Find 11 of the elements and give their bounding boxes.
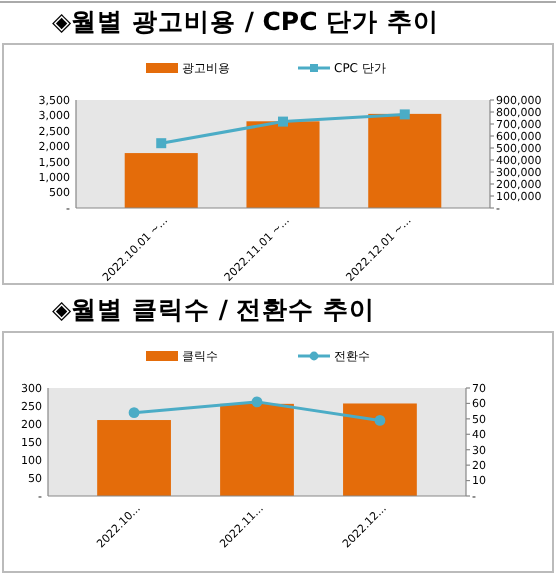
chart-title: ◈월별 클릭수 / 전환수 추이	[52, 294, 376, 324]
point	[128, 407, 140, 419]
chart-title: ◈월별 광고비용 / CPC 단가 추이	[52, 6, 439, 36]
point	[399, 109, 410, 120]
point	[251, 396, 263, 408]
bar	[368, 113, 442, 208]
point	[374, 415, 386, 426]
point	[278, 116, 288, 127]
bar	[246, 121, 320, 208]
bar	[124, 153, 198, 208]
point	[156, 138, 167, 149]
